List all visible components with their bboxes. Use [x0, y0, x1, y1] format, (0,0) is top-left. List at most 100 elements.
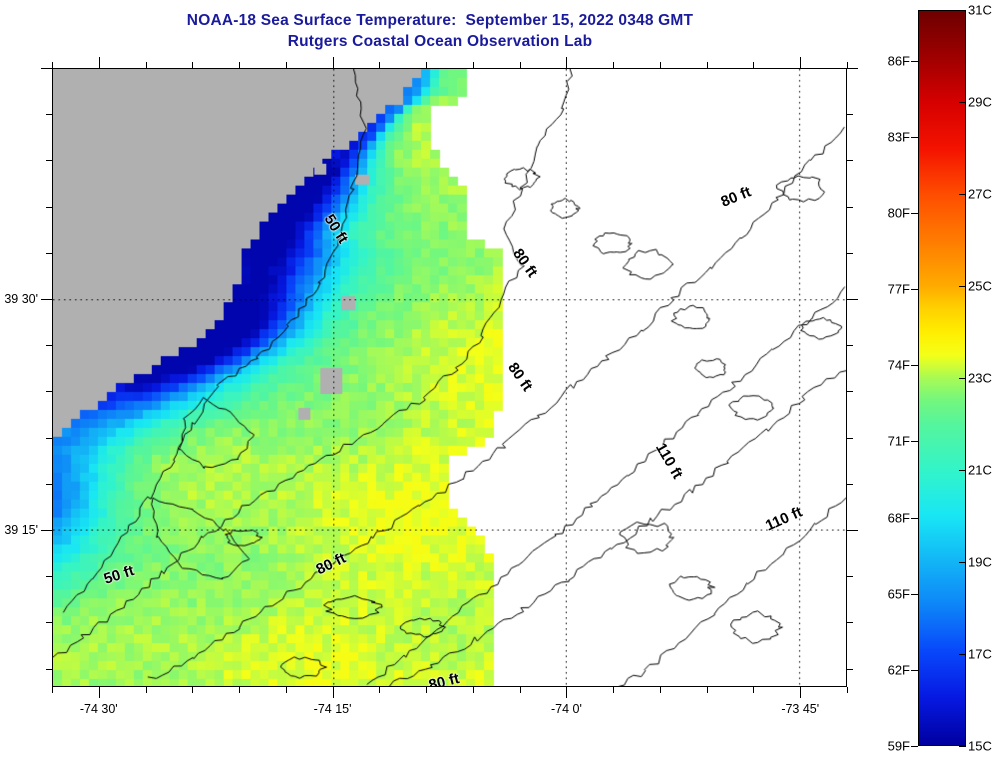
x-tick-top	[800, 57, 802, 68]
x-tick	[659, 687, 661, 693]
colorbar-tick-c	[959, 10, 966, 11]
x-axis-label: -74 15'	[313, 702, 352, 716]
colorbar-tick-c	[959, 378, 966, 379]
y-tick-right	[847, 668, 853, 670]
x-tick	[706, 687, 708, 693]
x-tick-top	[379, 62, 381, 68]
x-tick-top	[847, 62, 848, 68]
x-tick-top	[753, 62, 755, 68]
colorbar-label-c: 17C	[968, 646, 992, 662]
colorbar-tick-f	[911, 60, 918, 62]
colorbar-label-c: 25C	[968, 278, 992, 294]
y-tick	[46, 252, 52, 254]
x-axis-label: -74 30'	[79, 702, 118, 716]
colorbar-tick-f	[911, 593, 918, 595]
x-tick	[426, 687, 428, 693]
y-tick	[41, 298, 52, 300]
y-tick	[46, 345, 52, 347]
y-tick-right	[847, 298, 858, 300]
colorbar-label-f: 77F	[887, 281, 910, 297]
y-tick-right	[847, 160, 853, 162]
x-tick-top	[566, 57, 568, 68]
x-tick-top	[332, 57, 334, 68]
x-axis-label: -73 45'	[781, 702, 820, 716]
x-tick	[753, 687, 755, 693]
y-tick-right	[847, 68, 858, 69]
x-tick-top	[98, 57, 100, 68]
y-tick-right	[847, 345, 853, 347]
x-tick	[566, 687, 568, 698]
x-tick	[519, 687, 521, 693]
x-tick	[379, 687, 381, 693]
title-line-2: Rutgers Coastal Ocean Observation Lab	[287, 33, 593, 50]
y-tick	[46, 483, 52, 485]
y-tick	[46, 160, 52, 162]
colorbar-label-c: 21C	[968, 462, 992, 478]
x-tick	[98, 687, 100, 698]
y-axis-label: 39 30'	[4, 291, 38, 306]
sst-map[interactable]: 50 ft 50 ft 80 ft 80 ft 80 ft 80 ft 80 ft 110 f…	[52, 68, 847, 687]
x-tick	[192, 687, 194, 693]
y-tick-right	[847, 252, 853, 254]
colorbar-label-f: 65F	[887, 586, 910, 602]
x-tick	[145, 687, 147, 693]
x-tick	[52, 687, 53, 693]
x-tick-top	[472, 62, 474, 68]
y-tick-right	[847, 622, 853, 624]
y-tick-right	[847, 437, 853, 439]
y-tick	[41, 68, 52, 69]
colorbar-label-f: 62F	[887, 662, 910, 678]
colorbar-label-f: 71F	[887, 433, 910, 449]
y-tick-right	[847, 114, 853, 116]
colorbar: 86F 83F 80F 77F 74F 71F 68F 65F 62F 59F 31C 29C 27C 2…	[888, 3, 992, 754]
x-tick-top	[706, 62, 708, 68]
x-tick-top	[613, 62, 615, 68]
colorbar-label-c: 19C	[968, 554, 992, 570]
x-tick	[800, 687, 802, 698]
x-tick	[239, 687, 241, 693]
colorbar-tick-c	[959, 654, 966, 655]
colorbar-tick-f	[911, 746, 918, 747]
y-tick	[46, 622, 52, 624]
y-tick	[41, 529, 52, 531]
colorbar-tick-f	[911, 365, 918, 367]
x-tick	[847, 687, 848, 693]
y-tick	[46, 668, 52, 670]
y-tick-right	[847, 391, 853, 393]
x-tick	[332, 687, 334, 698]
colorbar-tick-c	[959, 746, 966, 747]
colorbar-tick-f	[911, 213, 918, 215]
x-tick-top	[52, 62, 53, 68]
colorbar-tick-f	[911, 136, 918, 138]
y-tick-right	[847, 576, 853, 578]
colorbar-tick-c	[959, 102, 966, 103]
colorbar-label-f: 80F	[887, 205, 910, 221]
colorbar-label-f: 59F	[887, 738, 910, 754]
x-tick-top	[239, 62, 241, 68]
y-tick	[46, 576, 52, 578]
colorbar-label-f: 83F	[887, 129, 910, 145]
colorbar-tick-f	[911, 669, 918, 671]
colorbar-label-f: 68F	[887, 510, 910, 526]
colorbar-label-f: 86F	[887, 53, 910, 69]
x-tick	[285, 687, 287, 693]
colorbar-label-c: 15C	[968, 738, 992, 754]
x-tick	[472, 687, 474, 693]
title-line-1: NOAA-18 Sea Surface Temperature: Septemb…	[186, 12, 694, 29]
x-tick-top	[285, 62, 287, 68]
x-tick-top	[659, 62, 661, 68]
y-tick-right	[847, 529, 858, 531]
y-tick-right	[847, 483, 853, 485]
x-axis-label: -74 0'	[550, 702, 582, 716]
x-tick-top	[145, 62, 147, 68]
y-tick	[46, 437, 52, 439]
y-axis-label: 39 15'	[4, 522, 38, 537]
y-tick	[46, 114, 52, 116]
colorbar-tick-c	[959, 562, 966, 563]
colorbar-tick-c	[959, 194, 966, 195]
colorbar-label-c: 31C	[968, 2, 992, 18]
y-tick	[46, 206, 52, 208]
colorbar-label-c: 29C	[968, 94, 992, 110]
colorbar-tick-f	[911, 289, 918, 291]
colorbar-label-c: 27C	[968, 186, 992, 202]
